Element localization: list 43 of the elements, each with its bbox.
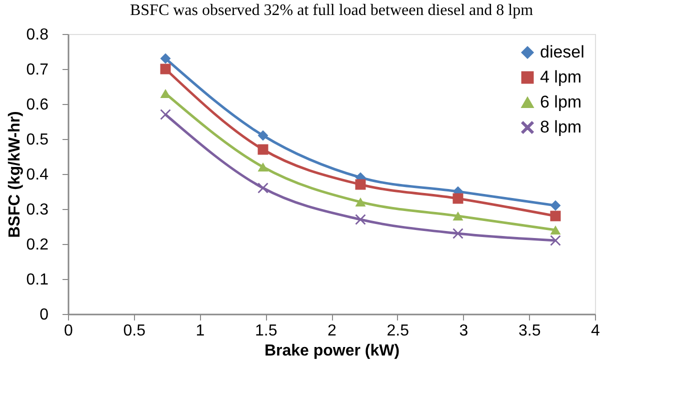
point: [355, 179, 366, 190]
text: BSFC was observed 32% at full load between diesel and 8 lpm: [130, 2, 534, 19]
point: [258, 130, 268, 141]
y-tick-label: 0: [40, 306, 49, 324]
x-tick-label: 3.5: [518, 322, 541, 340]
x-tick-label: 2.5: [386, 322, 410, 340]
point: [355, 197, 366, 207]
point: [160, 109, 171, 120]
y-tick-label: 0.3: [26, 202, 49, 218]
point: [452, 228, 464, 239]
point: [550, 200, 561, 211]
point: [160, 64, 171, 74]
point: [160, 88, 171, 98]
point: [452, 193, 464, 204]
legend-label: 8 lpm: [540, 118, 582, 136]
point: [550, 210, 561, 222]
point: [160, 53, 171, 64]
point: [550, 235, 561, 246]
point: [355, 214, 366, 225]
y-tick-label: 0.6: [26, 96, 49, 114]
x-tick-label: 1: [196, 322, 205, 340]
point: [258, 182, 268, 194]
point: [452, 211, 464, 221]
legend-label: diesel: [540, 42, 584, 62]
point: [258, 144, 268, 155]
y-tick-label: 0.7: [26, 62, 49, 78]
legend-label: 4 lpm: [540, 68, 582, 86]
x-tick-label: 0: [64, 322, 74, 340]
y-tick-label: 0.1: [26, 272, 49, 288]
x-tick-label: 4: [591, 322, 600, 340]
legend-label: 6 lpm: [540, 92, 582, 112]
y-tick-label: 0.8: [26, 26, 49, 44]
y-tick-label: 0.4: [26, 166, 49, 184]
x-tick-label: 2: [328, 322, 337, 340]
x-tick-label: 1.5: [255, 322, 278, 340]
y-axis-title: BSFC (kg/kW-hr): [6, 111, 24, 238]
point: [550, 225, 561, 235]
point: [258, 162, 268, 172]
y-tick-label: 0.5: [26, 132, 49, 148]
x-tick-label: 3: [459, 322, 468, 340]
x-axis-title: Brake power (kW): [264, 342, 400, 360]
x-tick-label: 0.5: [123, 322, 146, 340]
y-tick-label: 0.2: [26, 236, 49, 254]
